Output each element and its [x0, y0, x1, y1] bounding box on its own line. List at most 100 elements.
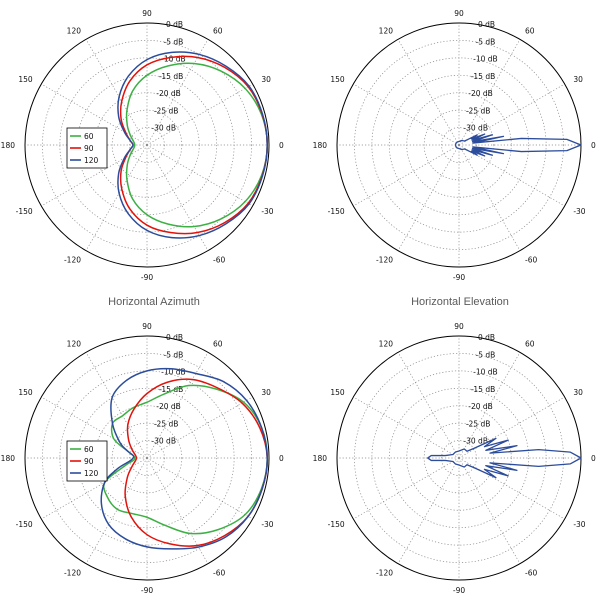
angle-tick-label: -30: [261, 520, 273, 529]
angle-tick-label: -120: [376, 568, 393, 577]
radial-tick-label: -30 dB: [151, 437, 176, 446]
angle-tick-label: -60: [213, 255, 225, 264]
series-line-60: [125, 62, 269, 228]
angle-tick-label: -150: [328, 207, 345, 216]
grid-ring: [111, 422, 183, 494]
angle-tick-label: -90: [141, 586, 153, 595]
angle-tick-label: 150: [18, 388, 33, 397]
series-line-120: [100, 367, 269, 550]
grid-spoke: [146, 352, 209, 459]
grid-spoke: [146, 144, 253, 207]
radial-tick-label: -25 dB: [154, 419, 179, 428]
radial-tick-label: -10 dB: [161, 55, 186, 64]
series-line-60: [102, 384, 269, 535]
series-line: [454, 133, 582, 157]
angle-tick-label: 60: [525, 340, 535, 349]
grid-spoke: [146, 144, 209, 251]
grid-spoke: [146, 457, 253, 520]
grid-ring: [423, 109, 495, 181]
angle-tick-label: -120: [376, 255, 393, 264]
grid-spoke: [397, 457, 460, 564]
radial-tick-label: -15 dB: [159, 385, 184, 394]
angle-tick-label: 30: [261, 75, 271, 84]
angle-tick-label: 150: [330, 75, 345, 84]
angle-tick-label: 150: [330, 388, 345, 397]
grid-spokes: [337, 336, 581, 580]
radial-tick-label: -5 dB: [164, 37, 184, 46]
grid-ring: [129, 440, 165, 476]
angle-tick-label: -90: [453, 273, 465, 282]
radial-tick-label: -25 dB: [466, 419, 491, 428]
angle-tick-label: 150: [18, 75, 33, 84]
grid-spoke: [146, 396, 253, 459]
angle-tick-label: -30: [573, 520, 585, 529]
elevation-polar-plot-top: 0 30 60 90 120 150 180 -150 -120 -90 -60 -30 0 dB -5 …: [313, 9, 596, 282]
angle-tick-label: 60: [525, 27, 535, 36]
grid-ring: [441, 440, 477, 476]
grid-spoke: [146, 457, 209, 564]
grid-ring: [42, 40, 252, 250]
series-line-90: [124, 378, 269, 547]
angle-tick-label: 30: [573, 388, 583, 397]
azimuth-polar-plot-bottom: 0 30 60 90 120 150 180 -150 -120 -90 -60 -30 0 dB -5 …: [1, 322, 284, 595]
grid-spoke: [146, 83, 253, 146]
angle-tick-label: 180: [1, 454, 16, 463]
outer-ring: [24, 335, 270, 581]
chart-legend: 60 90 120: [66, 127, 108, 169]
series-line-120: [117, 51, 269, 239]
grid-spoke: [397, 352, 460, 459]
grid-spokes: [25, 336, 269, 580]
angle-tick-label: 30: [573, 75, 583, 84]
grid-spoke: [41, 457, 148, 520]
grid-spoke: [85, 457, 148, 564]
grid-ring: [42, 353, 252, 563]
angle-tick-label: 60: [213, 340, 223, 349]
angle-tick-label: 120: [379, 340, 394, 349]
radial-tick-label: 0 dB: [166, 333, 183, 342]
angle-tick-label: 0: [591, 141, 596, 150]
radial-tick-label: 0 dB: [478, 333, 495, 342]
grid-spoke: [353, 396, 460, 459]
grid-spoke: [353, 83, 460, 146]
grid-spoke: [458, 457, 565, 520]
angle-tick-label: -120: [64, 255, 81, 264]
radial-tick-label: 0 dB: [166, 20, 183, 29]
grid-spoke: [146, 39, 209, 146]
angle-tick-label: 0: [591, 454, 596, 463]
radial-tick-label: -30 dB: [463, 124, 488, 133]
angle-tick-label: -150: [16, 520, 33, 529]
legend-label: 60: [84, 445, 94, 454]
radial-tick-label: -15 dB: [471, 72, 496, 81]
azimuth-polar-plot-top: 0 30 60 90 120 150 180 -150 -120 -90 -60 -30 0 dB -5 …: [1, 9, 284, 282]
angle-tick-label: 0: [279, 454, 284, 463]
angle-tick-label: -30: [573, 207, 585, 216]
grid-spoke: [85, 144, 148, 251]
angle-tick-label: 0: [279, 141, 284, 150]
angle-tick-label: 90: [454, 9, 464, 18]
radial-tick-label: -10 dB: [473, 55, 498, 64]
angle-tick-label: -150: [328, 520, 345, 529]
radial-tick-label: -25 dB: [466, 106, 491, 115]
radial-tick-label: -15 dB: [159, 72, 184, 81]
grid-spoke: [85, 352, 148, 459]
caption-horizontal-elevation: Horizontal Elevation: [411, 296, 509, 308]
grid-ring: [388, 387, 530, 529]
angle-tick-label: -60: [525, 568, 537, 577]
series-line: [426, 437, 582, 479]
radial-tick-label: -10 dB: [473, 368, 498, 377]
angle-tick-label: -90: [453, 586, 465, 595]
grid-spoke: [41, 396, 148, 459]
angle-tick-label: 180: [313, 454, 328, 463]
radial-tick-label: -10 dB: [161, 368, 186, 377]
angle-tick-label: -60: [213, 568, 225, 577]
angle-tick-label: 30: [261, 388, 271, 397]
grid-spoke: [353, 144, 460, 207]
radial-tick-label: -20 dB: [468, 89, 493, 98]
grid-ring: [129, 127, 165, 163]
grid-ring: [111, 109, 183, 181]
grid-spoke: [397, 144, 460, 251]
radial-tick-label: -30 dB: [151, 124, 176, 133]
angle-tick-label: -30: [261, 207, 273, 216]
angle-tick-label: -120: [64, 568, 81, 577]
